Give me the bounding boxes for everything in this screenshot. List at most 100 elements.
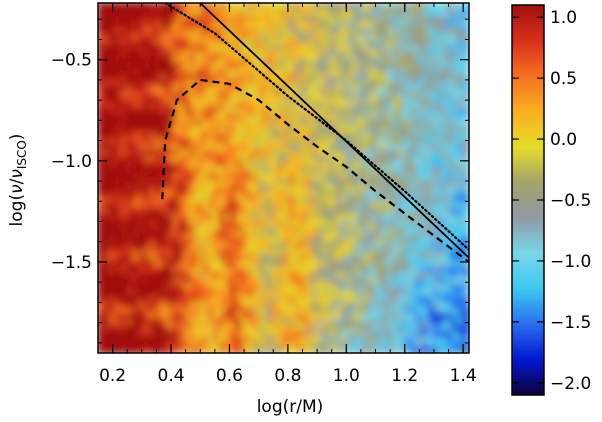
heatmap-cell (224, 42, 233, 51)
heatmap-cell (317, 37, 326, 45)
heatmap-cell (178, 118, 186, 127)
heatmap-cell (398, 235, 407, 244)
heatmap-cell (160, 235, 169, 244)
heatmap-cell (305, 229, 314, 238)
heatmap-cell (189, 276, 198, 284)
heatmap-cell (189, 229, 198, 238)
heatmap-cell (439, 212, 447, 220)
heatmap-cell (299, 177, 308, 185)
heatmap-cell (444, 48, 453, 57)
heatmap-cell (270, 188, 279, 197)
heatmap-cell (427, 317, 436, 325)
heatmap-cell (120, 264, 128, 273)
heatmap-cell (328, 206, 337, 214)
heatmap-cell (381, 130, 389, 139)
heatmap-cell (363, 72, 372, 80)
heatmap-cell (299, 293, 308, 302)
heatmap-cell (143, 322, 152, 331)
heatmap-cell (421, 217, 430, 226)
heatmap-cell (126, 340, 134, 349)
heatmap-cell (160, 305, 169, 314)
heatmap-cell (241, 66, 250, 74)
heatmap-cell (247, 235, 256, 244)
heatmap-cell (236, 276, 244, 284)
heatmap-cell (317, 346, 326, 353)
heatmap-cell (398, 200, 407, 209)
heatmap-cell (195, 200, 204, 209)
heatmap-cell (340, 77, 349, 86)
heatmap-cell (137, 200, 146, 209)
heatmap-cell (114, 287, 123, 296)
heatmap-cell (120, 72, 128, 80)
heatmap-cell (363, 258, 372, 267)
heatmap-cell (195, 258, 204, 267)
heatmap-cell (276, 136, 285, 144)
heatmap-cell (155, 48, 163, 57)
heatmap-cell (276, 13, 285, 22)
heatmap-cell (340, 147, 349, 156)
heatmap-cell (398, 177, 407, 185)
heatmap-cell (207, 72, 215, 80)
heatmap-cell (323, 194, 331, 203)
heatmap-cell (392, 328, 401, 337)
heatmap-cell (433, 118, 441, 127)
heatmap-cell (241, 200, 250, 209)
heatmap-cell (444, 217, 453, 226)
heatmap-cell (126, 258, 134, 267)
heatmap-cell (444, 31, 453, 39)
heatmap-cell (265, 37, 273, 45)
heatmap-cell (439, 270, 447, 279)
heatmap-cell (201, 124, 210, 133)
heatmap-cell (259, 112, 268, 121)
heatmap-cell (108, 299, 117, 308)
heatmap-cell (328, 42, 337, 51)
heatmap-cell (166, 13, 175, 22)
heatmap-cell (160, 322, 169, 331)
heatmap-cell (108, 118, 117, 127)
heatmap-cell (184, 171, 192, 179)
heatmap-cell (114, 89, 123, 98)
heatmap-cell (265, 171, 273, 179)
heatmap-cell (299, 276, 308, 284)
heatmap-cell (352, 165, 360, 174)
heatmap-cell (398, 328, 407, 337)
colorbar-tick-label: 0.5 (550, 69, 577, 89)
heatmap-cell (241, 340, 250, 349)
heatmap-cell (421, 293, 430, 302)
heatmap-cell (207, 270, 215, 279)
heatmap-cell (305, 142, 314, 150)
heatmap-cell (247, 293, 256, 302)
heatmap-cell (433, 334, 441, 343)
heatmap-cell (305, 334, 314, 343)
heatmap-cell (346, 229, 355, 238)
heatmap-cell (427, 206, 436, 214)
heatmap-cell (305, 48, 314, 57)
heatmap-cell (236, 165, 244, 174)
heatmap-cell (433, 66, 441, 74)
heatmap-cell (143, 153, 152, 162)
heatmap-cell (328, 270, 337, 279)
heatmap-cell (311, 77, 320, 86)
heatmap-cell (444, 264, 453, 273)
heatmap-cell (444, 258, 453, 267)
heatmap-cell (305, 118, 314, 127)
heatmap-cell (288, 293, 297, 302)
heatmap-cell (126, 241, 134, 249)
heatmap-cell (288, 77, 297, 86)
heatmap-cell (131, 83, 140, 92)
heatmap-cell (131, 182, 140, 191)
heatmap-cell (108, 60, 117, 69)
heatmap-cell (288, 153, 297, 162)
heatmap-cell (143, 293, 152, 302)
heatmap-cell (114, 322, 123, 331)
heatmap-cell (386, 287, 395, 296)
heatmap-cell (184, 142, 192, 150)
heatmap-cell (299, 200, 308, 209)
heatmap-cell (207, 77, 215, 86)
heatmap-cell (340, 60, 349, 69)
heatmap-cell (230, 107, 239, 115)
heatmap-cell (363, 19, 372, 28)
heatmap-cell (439, 130, 447, 139)
heatmap-cell (195, 3, 204, 10)
heatmap-cell (381, 48, 389, 57)
